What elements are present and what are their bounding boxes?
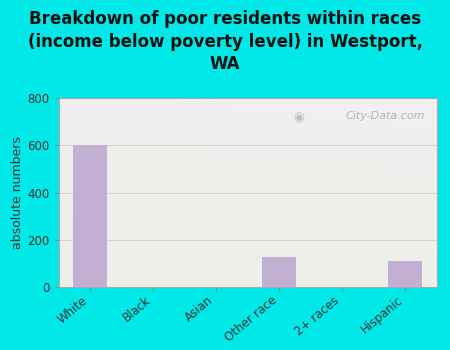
Text: City-Data.com: City-Data.com xyxy=(346,111,425,121)
Text: ◉: ◉ xyxy=(293,111,304,124)
Bar xyxy=(73,145,108,287)
Text: Breakdown of poor residents within races
(income below poverty level) in Westpor: Breakdown of poor residents within races… xyxy=(27,10,423,73)
Y-axis label: absolute numbers: absolute numbers xyxy=(11,136,24,249)
Bar xyxy=(387,261,422,287)
Bar xyxy=(262,258,297,287)
